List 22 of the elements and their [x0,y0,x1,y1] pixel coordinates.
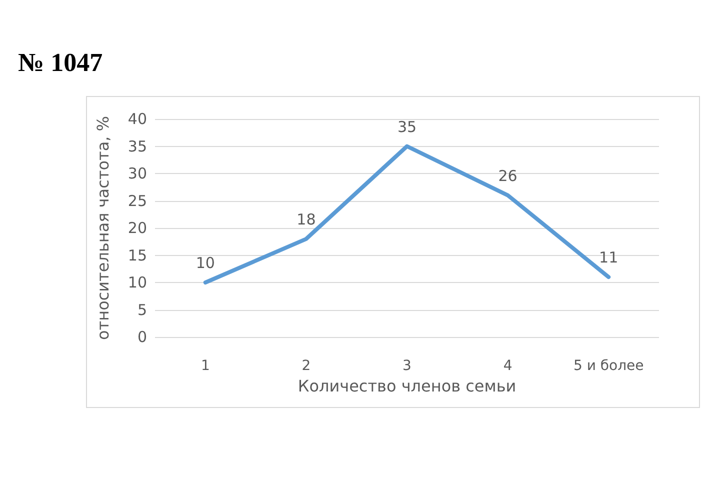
x-tick-label: 1 [200,358,210,374]
y-tick-label: 40 [128,110,147,128]
x-tick-label: 3 [402,358,412,374]
y-tick-label: 30 [128,164,147,182]
data-label: 26 [498,166,518,185]
chart-title: № 1047 [18,48,103,78]
y-tick-label: 10 [128,274,147,292]
y-tick-label: 35 [128,137,147,156]
y-tick-label: 0 [137,328,147,346]
y-tick-label: 25 [128,192,147,210]
data-label: 10 [196,254,215,272]
y-axis-title: относительная частота, % [94,116,112,340]
y-tick-label: 15 [128,246,147,264]
data-label: 18 [296,210,316,228]
data-label: 11 [599,248,618,267]
x-axis-title: Количество членов семьи [298,376,516,396]
y-tick-label: 5 [137,300,147,319]
y-tick-label: 20 [128,219,147,237]
data-label: 35 [397,118,417,136]
x-tick-label: 2 [302,358,311,374]
x-tick-label: 4 [503,358,512,374]
x-tick-label: 5 и более [573,358,644,374]
